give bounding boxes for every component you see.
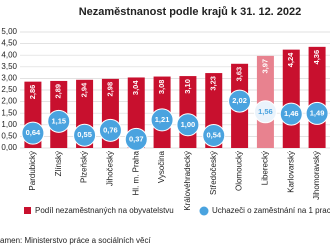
bar-value-label: 3,23 — [209, 76, 218, 91]
bar-value-label: 3,04 — [131, 80, 140, 95]
y-tick-label: 1,00 — [1, 120, 17, 129]
bubble-value-label: 0,64 — [26, 128, 41, 137]
bubble — [202, 123, 226, 147]
bubble — [228, 89, 252, 113]
y-tick-label: 2,50 — [1, 85, 17, 94]
bar-value-label: 2,86 — [28, 85, 37, 100]
x-tick-label: Vysočina — [157, 150, 166, 183]
x-tick-label: Liberecký — [261, 151, 270, 185]
source-note: Pramen: Ministerstvo práce a sociálních … — [0, 236, 152, 245]
y-tick-label: 4,50 — [1, 39, 17, 48]
chart-title: Nezaměstnanost podle krajů k 31. 12. 202… — [79, 6, 302, 18]
bubble — [253, 100, 277, 124]
bar-value-label: 4,24 — [286, 52, 295, 67]
y-tick-label: 0,00 — [1, 143, 17, 152]
y-tick-label: 2,00 — [1, 97, 17, 106]
x-tick-label: Královéhradecký — [183, 151, 192, 211]
bubble — [150, 108, 174, 132]
bubble-value-label: 1,46 — [284, 109, 299, 118]
bubble — [279, 102, 303, 126]
y-tick-label: 3,00 — [1, 74, 17, 83]
bubble-value-label: 0,76 — [103, 125, 118, 134]
x-tick-label: Olomoucký — [235, 151, 244, 191]
bubble-value-label: 0,54 — [206, 130, 221, 139]
x-tick-label: Jihočeský — [106, 151, 115, 186]
x-tick-label: Zlínský — [54, 151, 63, 176]
legend-label: Uchazeči o zaměstnání na 1 pracovní míst… — [212, 206, 330, 215]
bubble-value-label: 2,02 — [232, 96, 247, 105]
x-tick-label: Karlovarský — [286, 151, 295, 193]
y-tick-label: 3,50 — [1, 62, 17, 71]
bubble — [176, 113, 200, 137]
bubble-value-label: 0,37 — [129, 134, 144, 143]
y-tick-label: 1,50 — [1, 108, 17, 117]
bubble-value-label: 1,15 — [51, 116, 66, 125]
bar-value-label: 2,98 — [105, 82, 114, 97]
bar-value-label: 3,97 — [260, 59, 269, 74]
bar-value-label: 3,10 — [183, 79, 192, 94]
bubble-value-label: 1,00 — [181, 120, 196, 129]
x-tick-label: Středočeský — [209, 151, 218, 195]
legend-label: Podíl nezaměstnaných na obyvatelstvu — [35, 206, 174, 215]
bar-value-label: 3,08 — [157, 80, 166, 95]
bar-value-label: 4,36 — [312, 50, 321, 65]
y-tick-label: 4,00 — [1, 50, 17, 59]
y-tick-label: 0,50 — [1, 132, 17, 141]
x-tick-label: Hl. m. Praha — [131, 150, 140, 195]
bar-value-label: 2,94 — [80, 82, 89, 97]
bubble-value-label: 1,49 — [310, 108, 325, 117]
bubble-value-label: 1,56 — [258, 107, 273, 116]
x-tick-label: Plzeňský — [80, 151, 89, 183]
y-tick-label: 5,00 — [1, 27, 17, 36]
bubble — [47, 109, 71, 133]
bubble — [124, 127, 148, 151]
bubble — [21, 121, 45, 145]
bubble — [73, 123, 97, 147]
bubble-value-label: 1,21 — [155, 115, 170, 124]
legend-swatch-bar — [24, 207, 31, 214]
x-tick-label: Jihomoravský — [312, 151, 321, 200]
bubble — [305, 101, 329, 125]
bar-value-label: 2,89 — [54, 84, 63, 99]
bubble — [98, 118, 122, 142]
x-tick-label: Pardubický — [28, 151, 37, 191]
legend-swatch-bubble — [199, 206, 209, 216]
bubble-value-label: 0,55 — [77, 130, 92, 139]
bar-value-label: 3,63 — [235, 67, 244, 82]
